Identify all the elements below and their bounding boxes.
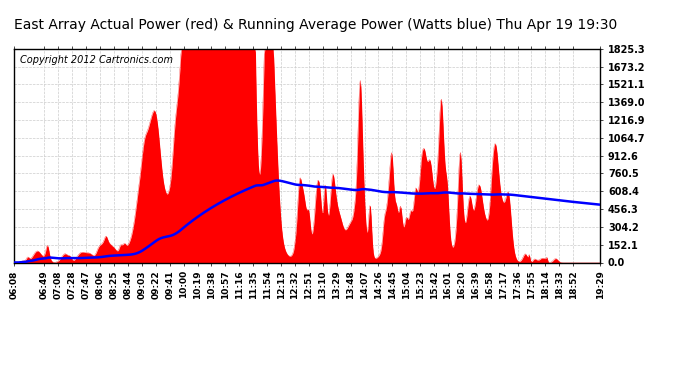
Text: East Array Actual Power (red) & Running Average Power (Watts blue) Thu Apr 19 19: East Array Actual Power (red) & Running … — [14, 18, 617, 32]
Text: Copyright 2012 Cartronics.com: Copyright 2012 Cartronics.com — [19, 55, 172, 65]
